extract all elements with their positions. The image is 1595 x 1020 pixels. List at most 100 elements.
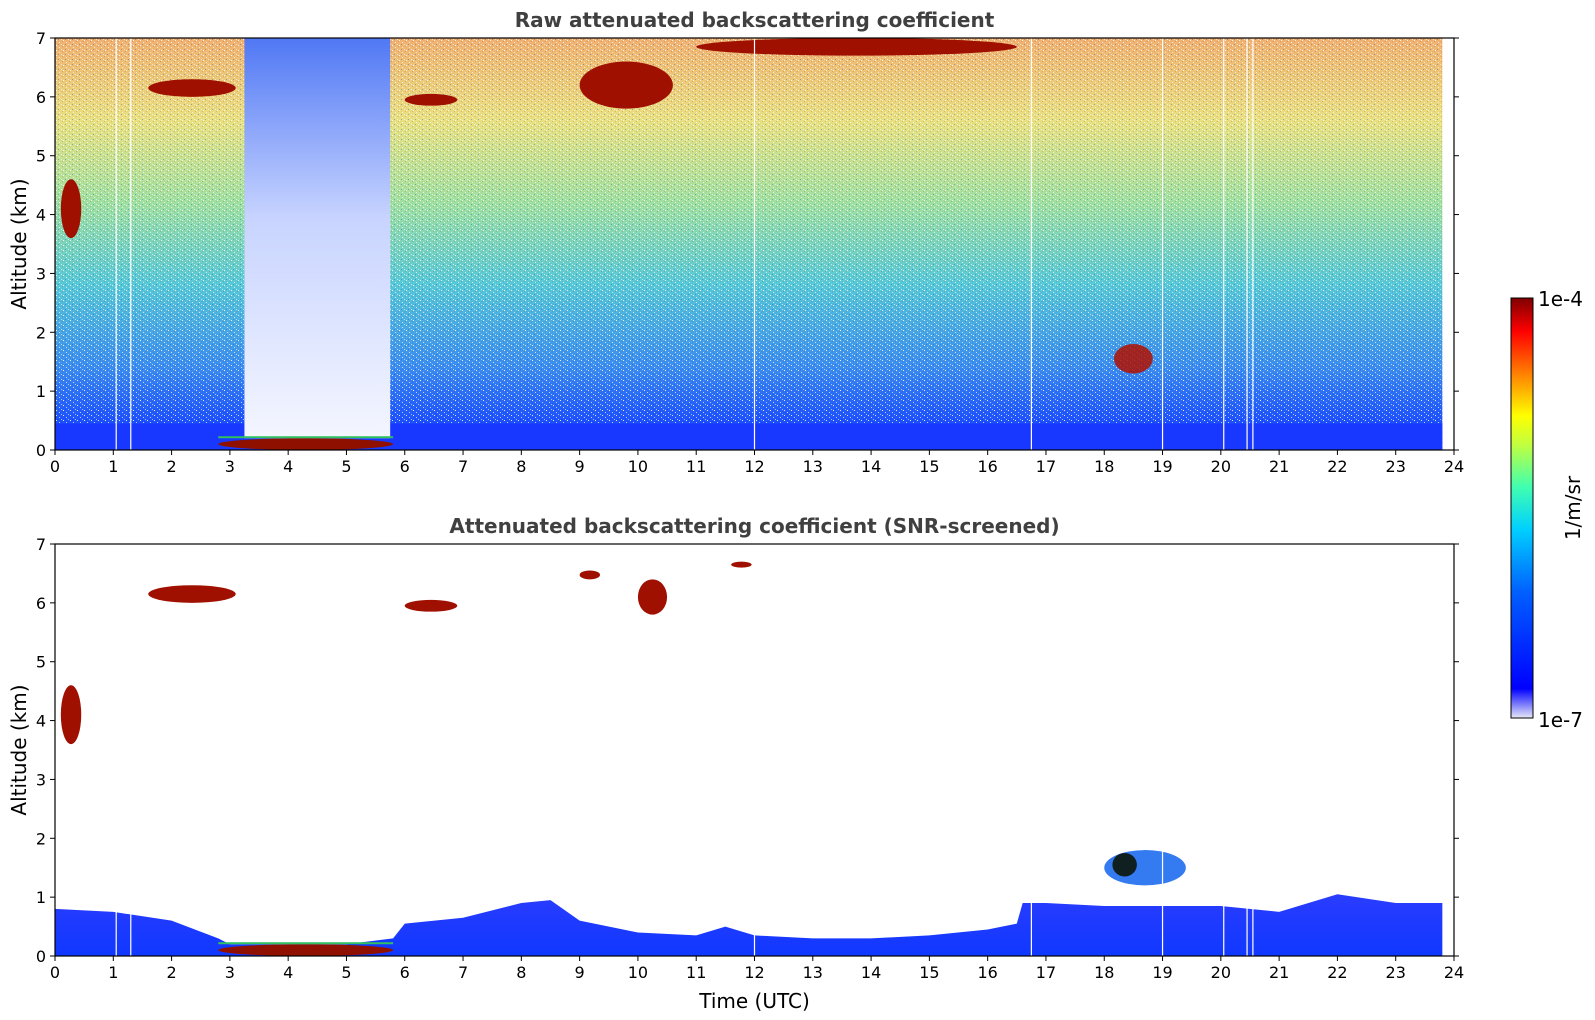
snr-screened-panel: Attenuated backscattering coefficient (S… — [7, 514, 1464, 1013]
cloud-layer — [731, 561, 752, 568]
x-tick-label: 9 — [575, 457, 585, 476]
x-tick-label: 20 — [1211, 457, 1231, 476]
panel-title: Attenuated backscattering coefficient (S… — [449, 514, 1059, 538]
cloud-layer — [404, 599, 458, 612]
x-tick-label: 5 — [341, 963, 351, 982]
x-tick-label: 1 — [108, 963, 118, 982]
y-tick-label: 5 — [36, 147, 46, 166]
x-tick-label: 4 — [283, 963, 293, 982]
x-tick-label: 2 — [166, 457, 176, 476]
y-tick-label: 5 — [36, 653, 46, 672]
x-tick-label: 24 — [1444, 457, 1464, 476]
x-tick-label: 14 — [861, 963, 881, 982]
fog-edge — [218, 436, 394, 439]
x-tick-label: 12 — [744, 963, 764, 982]
cloud-layer — [60, 685, 82, 745]
cloud-layer — [637, 579, 668, 615]
x-tick-label: 18 — [1094, 457, 1114, 476]
x-tick-label: 18 — [1094, 963, 1114, 982]
x-tick-label: 13 — [803, 963, 823, 982]
colorbar: 1e-4 1e-7 1/m/sr — [1510, 287, 1585, 732]
x-tick-label: 6 — [400, 457, 410, 476]
cloud-layer — [404, 93, 458, 106]
cloud-layer — [60, 179, 82, 239]
cloud-layer — [148, 585, 236, 603]
y-tick-label: 3 — [36, 264, 46, 283]
colorbar-min-label: 1e-7 — [1538, 708, 1583, 732]
x-tick-label: 8 — [516, 963, 526, 982]
colorbar-max-label: 1e-4 — [1538, 287, 1583, 311]
y-tick-label: 0 — [36, 947, 46, 966]
x-tick-label: 7 — [458, 457, 468, 476]
fog-edge — [218, 942, 394, 945]
colorbar-unit-label: 1/m/sr — [1561, 475, 1585, 540]
x-tick-label: 14 — [861, 457, 881, 476]
raw-backscatter-panel: Raw attenuated backscattering coefficien… — [7, 8, 1464, 476]
x-tick-label: 13 — [803, 457, 823, 476]
x-axis-label: Time (UTC) — [698, 989, 810, 1013]
x-tick-label: 20 — [1211, 963, 1231, 982]
x-tick-label: 2 — [166, 963, 176, 982]
x-tick-label: 19 — [1152, 457, 1172, 476]
y-tick-label: 4 — [36, 206, 46, 225]
low-signal-region — [244, 38, 391, 439]
x-tick-label: 19 — [1152, 963, 1172, 982]
x-tick-label: 1 — [108, 457, 118, 476]
y-tick-label: 3 — [36, 770, 46, 789]
x-tick-label: 21 — [1269, 963, 1289, 982]
x-tick-label: 4 — [283, 457, 293, 476]
cloud-layer — [1113, 344, 1153, 374]
x-tick-label: 23 — [1386, 457, 1406, 476]
x-tick-label: 0 — [50, 457, 60, 476]
boundary-layer — [55, 894, 1443, 956]
y-tick-label: 7 — [36, 29, 46, 48]
x-tick-label: 24 — [1444, 963, 1464, 982]
y-tick-label: 6 — [36, 88, 46, 107]
x-tick-label: 3 — [225, 457, 235, 476]
x-tick-label: 23 — [1386, 963, 1406, 982]
x-tick-label: 17 — [1036, 963, 1056, 982]
x-tick-label: 15 — [919, 963, 939, 982]
x-tick-label: 8 — [516, 457, 526, 476]
x-tick-label: 10 — [628, 457, 648, 476]
cloud-layer — [148, 79, 236, 97]
y-axis-label: Altitude (km) — [7, 684, 31, 815]
x-tick-label: 16 — [977, 963, 997, 982]
x-tick-label: 22 — [1327, 963, 1347, 982]
heatmap-area — [55, 544, 1443, 956]
fog-layer — [218, 438, 394, 450]
x-tick-label: 7 — [458, 963, 468, 982]
x-tick-label: 11 — [686, 963, 706, 982]
x-tick-label: 21 — [1269, 457, 1289, 476]
x-tick-label: 12 — [744, 457, 764, 476]
cloud-layer — [579, 570, 601, 580]
x-tick-label: 3 — [225, 963, 235, 982]
cloud-layer — [579, 61, 673, 109]
x-tick-label: 9 — [575, 963, 585, 982]
panel-title: Raw attenuated backscattering coefficien… — [515, 8, 995, 32]
heatmap-area — [55, 38, 1443, 450]
x-tick-label: 10 — [628, 963, 648, 982]
cloud-core — [1112, 852, 1137, 877]
y-tick-label: 2 — [36, 829, 46, 848]
x-tick-label: 16 — [977, 457, 997, 476]
y-tick-label: 7 — [36, 535, 46, 554]
axis-ticks: 0 1 2 3 4 5 6 7 8 9 10 11 12 13 14 15 16 17 18 19 20 21 22 23 24… — [36, 29, 1464, 476]
colorbar-gradient — [1510, 297, 1534, 719]
fog-layer — [218, 944, 394, 956]
y-tick-label: 1 — [36, 888, 46, 907]
y-axis-label: Altitude (km) — [7, 178, 31, 309]
y-tick-label: 1 — [36, 382, 46, 401]
x-tick-label: 0 — [50, 963, 60, 982]
y-tick-label: 0 — [36, 441, 46, 460]
x-tick-label: 11 — [686, 457, 706, 476]
x-tick-label: 6 — [400, 963, 410, 982]
x-tick-label: 22 — [1327, 457, 1347, 476]
y-tick-label: 6 — [36, 594, 46, 613]
y-tick-label: 4 — [36, 712, 46, 731]
y-tick-label: 2 — [36, 323, 46, 342]
x-tick-label: 15 — [919, 457, 939, 476]
axis-ticks: 0 1 2 3 4 5 6 7 8 9 10 11 12 13 14 15 16 17 18 19 20 21 22 23 24… — [36, 535, 1464, 982]
x-tick-label: 17 — [1036, 457, 1056, 476]
